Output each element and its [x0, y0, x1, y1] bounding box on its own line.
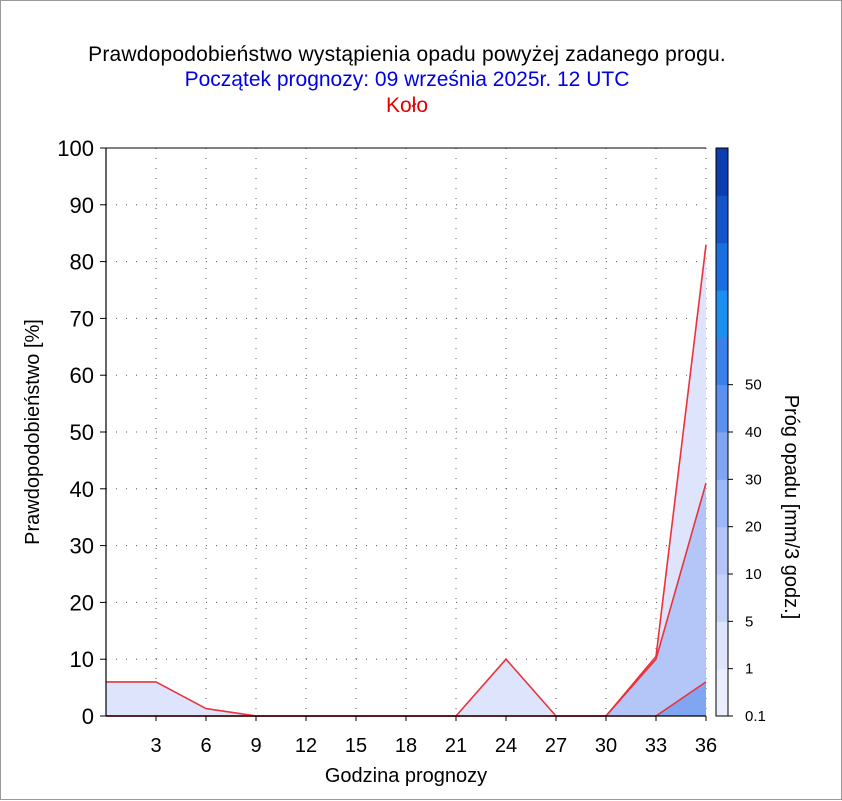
colorbar-tick-label: 40	[745, 424, 762, 441]
colorbar-segment	[716, 384, 728, 433]
x-tick-label: 9	[250, 735, 261, 757]
colorbar-label: Próg opadu [mm/3 godz.]	[780, 395, 802, 620]
colorbar-segment	[716, 432, 728, 480]
colorbar-segment	[716, 621, 728, 670]
colorbar-segment	[716, 668, 728, 717]
colorbar-tick-labels: 0.1 1 5 10 20 30 40 50	[728, 377, 766, 725]
x-tick-label: 30	[595, 735, 617, 757]
x-tick-label: 36	[695, 735, 717, 757]
colorbar-segment	[716, 195, 728, 244]
colorbar-tick-label: 10	[745, 566, 762, 583]
colorbar-segment	[716, 479, 728, 528]
y-tick-label: 30	[70, 534, 94, 559]
x-tick-label: 15	[345, 735, 367, 757]
x-tick-labels: 3 6 9 12 15 18 21 24 27 30 33 36	[150, 735, 717, 757]
y-tick-label: 70	[70, 306, 94, 331]
colorbar-tick-label: 5	[745, 613, 753, 630]
y-tick-label: 60	[70, 363, 94, 388]
chart-title: Prawdopodobieństwo wystąpienia opadu pow…	[88, 43, 726, 66]
y-tick-labels: 0 10 20 30 40 50 60 70 80 90 100	[57, 136, 94, 729]
colorbar-tick-label: 50	[745, 377, 762, 394]
y-tick-label: 50	[70, 420, 94, 445]
x-tick-label: 3	[150, 735, 161, 757]
colorbar-tick-label: 1	[745, 661, 753, 678]
x-tick-label: 18	[395, 735, 417, 757]
colorbar-tick-label: 20	[745, 519, 762, 536]
y-tick-label: 90	[70, 193, 94, 218]
colorbar-segment	[716, 526, 728, 575]
y-tick-label: 80	[70, 250, 94, 275]
axes	[100, 147, 707, 721]
location-label: Koło	[385, 94, 429, 117]
colorbar-segment	[716, 148, 728, 196]
y-tick-label: 20	[70, 590, 94, 615]
x-tick-label: 6	[200, 735, 211, 757]
x-tick-label: 21	[445, 735, 467, 757]
colorbar-tick-label: 30	[745, 471, 762, 488]
colorbar-segment	[716, 290, 728, 338]
series-area-1	[106, 483, 706, 716]
colorbar-segment	[716, 242, 728, 291]
y-axis-label: Prawdopodobieństwo [%]	[22, 319, 44, 545]
x-tick-label: 27	[545, 735, 567, 757]
y-tick-label: 40	[70, 477, 94, 502]
x-tick-label: 12	[295, 735, 317, 757]
y-tick-label: 100	[57, 136, 94, 161]
colorbar-tick-label: 0.1	[745, 708, 766, 725]
y-tick-label: 0	[82, 704, 94, 729]
forecast-start-subtitle: Początek prognozy: 09 września 2025r. 12…	[184, 68, 630, 91]
x-tick-label: 24	[495, 735, 517, 757]
x-tick-label: 33	[645, 735, 667, 757]
colorbar-segment	[716, 574, 728, 622]
colorbar-segment	[716, 337, 728, 386]
y-tick-label: 10	[70, 647, 94, 672]
x-axis-label: Godzina prognozy	[325, 765, 487, 787]
threshold-colorbar	[715, 147, 729, 717]
